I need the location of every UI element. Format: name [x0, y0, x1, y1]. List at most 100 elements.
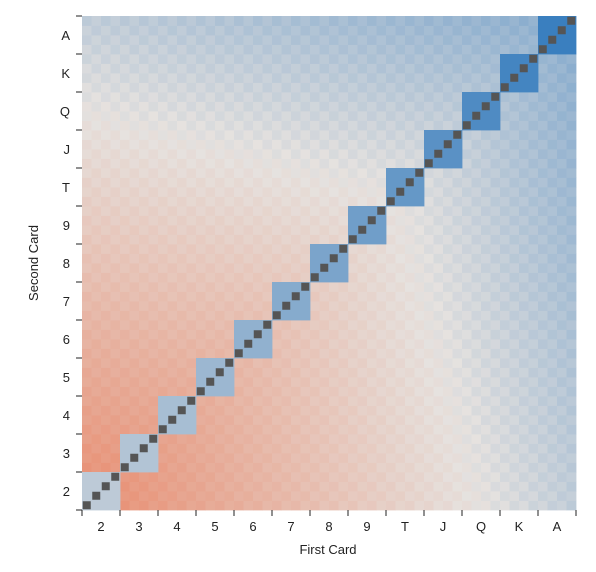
- heatmap-subcell: [405, 443, 415, 454]
- heatmap-subcell: [452, 424, 463, 435]
- heatmap-subcell: [490, 215, 501, 226]
- heatmap-subcell: [291, 377, 301, 387]
- heatmap-subcell: [234, 149, 244, 159]
- heatmap-subcell: [158, 491, 168, 501]
- heatmap-subcell: [443, 415, 453, 425]
- heatmap-subcell: [101, 25, 111, 36]
- heatmap-subcell: [509, 120, 520, 131]
- heatmap-subcell: [234, 396, 244, 406]
- heatmap-subcell: [272, 225, 282, 235]
- heatmap-subcell: [405, 301, 415, 311]
- heatmap-subcell: [367, 196, 377, 207]
- x-tick-label: 4: [173, 519, 180, 534]
- y-tick-label: 5: [63, 370, 70, 385]
- heatmap-subcell: [291, 472, 301, 482]
- heatmap-subcell: [82, 101, 92, 112]
- heatmap-subcell: [509, 92, 520, 102]
- heatmap-subcell: [177, 434, 187, 444]
- heatmap-subcell: [443, 272, 453, 283]
- heatmap-subcell: [433, 120, 444, 131]
- heatmap-subcell: [253, 272, 263, 283]
- heatmap-subcell: [433, 35, 444, 45]
- heatmap-subcell: [262, 149, 273, 159]
- heatmap-subcell: [538, 462, 548, 473]
- diagonal-marker: [301, 282, 310, 291]
- heatmap-subcell: [319, 44, 330, 55]
- heatmap-subcell: [253, 130, 263, 140]
- heatmap-subcell: [395, 130, 406, 140]
- heatmap-subcell: [528, 253, 539, 264]
- heatmap-subcell: [557, 139, 567, 150]
- heatmap-subcell: [386, 472, 396, 482]
- heatmap-subcell: [110, 44, 121, 55]
- heatmap-subcell: [262, 44, 273, 55]
- heatmap-subcell: [424, 234, 434, 245]
- heatmap-subcell: [129, 491, 140, 501]
- heatmap-subcell: [253, 453, 263, 463]
- heatmap-subcell: [348, 130, 358, 140]
- heatmap-subcell: [120, 168, 130, 178]
- heatmap-subcell: [538, 301, 548, 311]
- heatmap-subcell: [262, 462, 273, 473]
- heatmap-subcell: [509, 415, 520, 425]
- heatmap-subcell: [490, 73, 501, 83]
- heatmap-subcell: [414, 367, 425, 378]
- heatmap-subcell: [148, 481, 159, 492]
- heatmap-subcell: [215, 234, 225, 245]
- heatmap-subcell: [500, 177, 510, 188]
- heatmap-subcell: [528, 453, 539, 463]
- heatmap-subcell: [300, 177, 311, 188]
- heatmap-subcell: [186, 215, 197, 226]
- heatmap-subcell: [186, 139, 197, 150]
- heatmap-subcell: [243, 462, 254, 473]
- heatmap-subcell: [405, 453, 415, 463]
- heatmap-subcell: [424, 358, 434, 368]
- heatmap-subcell: [120, 35, 130, 45]
- heatmap-subcell: [557, 472, 567, 482]
- heatmap-subcell: [215, 329, 225, 340]
- heatmap-subcell: [319, 73, 330, 83]
- heatmap-subcell: [234, 44, 244, 55]
- heatmap-subcell: [262, 25, 273, 36]
- heatmap-subcell: [329, 424, 339, 435]
- heatmap-subcell: [462, 168, 472, 178]
- heatmap-subcell: [148, 120, 159, 131]
- heatmap-subcell: [158, 348, 168, 359]
- heatmap-subcell: [310, 377, 320, 387]
- heatmap-subcell: [338, 462, 349, 473]
- heatmap-subcell: [91, 149, 102, 159]
- heatmap-subcell: [471, 272, 482, 283]
- diagonal-marker: [177, 406, 186, 415]
- heatmap-subcell: [538, 329, 548, 340]
- heatmap-subcell: [386, 348, 396, 359]
- heatmap-subcell: [272, 44, 282, 55]
- heatmap-subcell: [196, 130, 206, 140]
- heatmap-subcell: [414, 253, 425, 264]
- heatmap-subcell: [91, 282, 102, 292]
- heatmap-subcell: [395, 253, 406, 264]
- heatmap-subcell: [348, 168, 358, 178]
- heatmap-subcell: [319, 25, 330, 36]
- heatmap-subcell: [348, 358, 358, 368]
- heatmap-subcell: [319, 348, 330, 359]
- heatmap-subcell: [433, 92, 444, 102]
- heatmap-subcell: [196, 443, 206, 454]
- heatmap-subcell: [300, 63, 311, 74]
- heatmap-subcell: [566, 120, 577, 131]
- heatmap-subcell: [538, 234, 548, 245]
- heatmap-subcell: [167, 443, 178, 454]
- heatmap-subcell: [310, 386, 320, 397]
- heatmap-subcell: [547, 149, 558, 159]
- heatmap-subcell: [462, 54, 472, 64]
- diagonal-marker: [348, 235, 357, 244]
- heatmap-subcell: [167, 453, 178, 463]
- heatmap-subcell: [519, 339, 529, 349]
- heatmap-subcell: [177, 348, 187, 359]
- heatmap-subcell: [158, 462, 168, 473]
- y-tick-label: 9: [63, 218, 70, 233]
- heatmap-subcell: [528, 130, 539, 140]
- heatmap-subcell: [291, 73, 301, 83]
- heatmap-subcell: [196, 472, 206, 482]
- heatmap-subcell: [91, 310, 102, 321]
- heatmap-subcell: [357, 453, 368, 463]
